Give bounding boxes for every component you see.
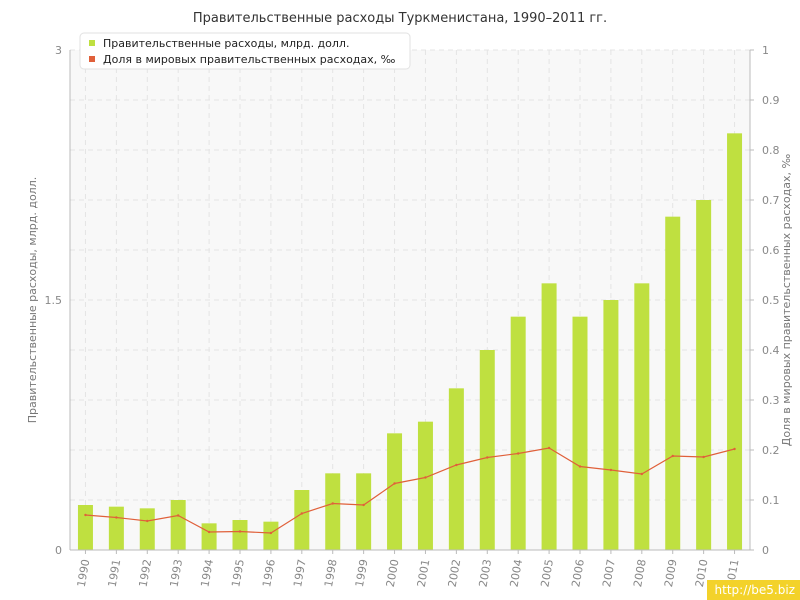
legend: Правительственные расходы, млрд. долл. Д…: [79, 32, 411, 70]
y-axis-left-tick-label: 1.5: [45, 294, 63, 307]
bar-2000: [387, 433, 403, 550]
line-point-1999: [362, 503, 365, 507]
legend-swatch-line: [89, 56, 95, 62]
y-axis-right-tick-label: 0.8: [762, 144, 780, 157]
bar-2011: [727, 133, 743, 551]
y-axis-right-tick-label: 1: [762, 44, 769, 57]
x-axis-tick-label: 1997: [291, 558, 309, 588]
x-axis-tick-label: 1992: [137, 558, 155, 588]
x-axis-tick-label: 2008: [631, 558, 649, 588]
line-point-2011: [733, 447, 736, 451]
x-axis-tick-label: 2009: [662, 558, 680, 588]
line-share-path: [85, 447, 735, 534]
x-axis-tick-label: 1999: [353, 558, 371, 588]
axis-labels: 0 0.1 0.2 0.3 0.4 0.5 0.6 0.7 0.8 0.9 1 0 1.5 3 1990 19…: [45, 44, 780, 588]
line-point-1998: [331, 502, 334, 505]
line-point-2001: [424, 476, 427, 479]
x-axis-tick-label: 2003: [477, 558, 495, 588]
watermark-link[interactable]: http://be5.biz: [706, 580, 800, 600]
y-axis-right-tick-label: 0: [762, 544, 769, 557]
line-point-2009: [671, 454, 674, 458]
x-axis-tick-label: 1991: [106, 558, 124, 588]
line-point-2006: [578, 465, 582, 468]
x-axis-tick-label: 2000: [384, 558, 402, 588]
y-axis-left-tick-label: 3: [55, 44, 62, 57]
bar-1997: [294, 490, 310, 550]
legend-swatch-bars: [89, 40, 95, 46]
x-axis-tick-label: 2010: [693, 558, 711, 588]
y-axis-right-title: Доля в мировых правительственных расхода…: [780, 154, 793, 447]
line-point-1990: [84, 513, 87, 517]
x-axis-tick-label: 2004: [507, 558, 525, 588]
line-point-1997: [300, 512, 304, 515]
line-point-2007: [609, 468, 613, 472]
x-axis-tick-label: 2005: [538, 558, 556, 588]
y-axis-left-tick-label: 0: [55, 544, 62, 557]
x-axis-tick-label: 2007: [600, 558, 618, 588]
y-axis-right-tick-label: 0.9: [762, 94, 780, 107]
bar-2007: [603, 300, 619, 550]
bar-1995: [232, 520, 248, 550]
legend-label-line: Доля в мировых правительственных расхода…: [103, 53, 396, 66]
bar-2003: [479, 350, 495, 550]
y-axis-right-tick-label: 0.5: [762, 294, 780, 307]
x-axis-tick-label: 2001: [415, 558, 433, 588]
x-axis-tick-label: 1993: [167, 558, 185, 588]
bar-2001: [417, 421, 433, 550]
y-axis-right-tick-label: 0.6: [762, 244, 780, 257]
bar-1996: [263, 521, 279, 550]
bar-1993: [170, 500, 186, 550]
y-axis-right-tick-label: 0.7: [762, 194, 780, 207]
y-axis-right-tick-label: 0.2: [762, 444, 780, 457]
bar-1999: [356, 473, 372, 550]
bar-series: [77, 133, 743, 551]
bar-2006: [572, 316, 588, 550]
x-axis-tick-label: 1994: [198, 558, 216, 588]
chart-title: Правительственные расходы Туркменистана,…: [193, 11, 607, 26]
line-point-2004: [516, 452, 520, 455]
bar-1998: [325, 473, 341, 550]
line-point-2010: [702, 455, 705, 459]
line-point-2008: [640, 472, 644, 476]
bar-2005: [541, 283, 557, 550]
line-point-1993: [176, 514, 180, 517]
line-point-2002: [455, 463, 458, 467]
x-axis-tick-label: 1995: [229, 558, 247, 588]
line-point-1994: [207, 530, 211, 534]
bar-1990: [77, 505, 93, 550]
x-axis-tick-label: 1990: [75, 558, 93, 588]
bar-1994: [201, 523, 217, 550]
bar-2010: [696, 200, 712, 550]
line-point-1995: [238, 530, 242, 533]
line-point-2003: [486, 456, 489, 459]
bar-2008: [634, 283, 650, 550]
line-point-1992: [146, 519, 149, 523]
line-point-2005: [547, 446, 551, 450]
bar-2004: [510, 316, 526, 550]
bar-2009: [665, 216, 681, 550]
line-point-1991: [115, 516, 118, 519]
bar-1992: [139, 508, 155, 550]
legend-box: [79, 32, 411, 70]
legend-label-bars: Правительственные расходы, млрд. долл.: [103, 37, 349, 50]
line-point-2000: [393, 482, 396, 485]
bar-2002: [448, 388, 464, 550]
x-axis-tick-label: 2006: [569, 558, 587, 588]
line-series: [84, 446, 736, 535]
y-axis-left-title: Правительственные расходы, млрд. долл.: [26, 177, 39, 423]
y-axis-right-tick-label: 0.4: [762, 344, 780, 357]
x-axis-tick-label: 2002: [446, 558, 464, 588]
bar-1991: [108, 506, 124, 550]
y-axis-right-tick-label: 0.3: [762, 394, 780, 407]
x-axis-tick-label: 1996: [260, 558, 278, 588]
x-axis-tick-label: 1998: [322, 558, 340, 588]
line-point-1996: [269, 531, 273, 535]
y-axis-right-tick-label: 0.1: [762, 494, 780, 507]
